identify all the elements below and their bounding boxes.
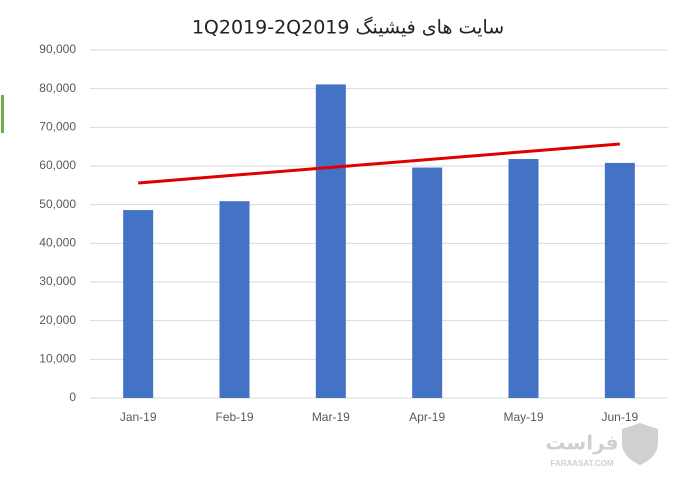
watermark: فراست FARAASAT.COM [545,423,658,468]
y-tick-label: 0 [69,390,76,404]
y-tick-label: 30,000 [39,274,76,288]
watermark-site: FARAASAT.COM [551,459,614,468]
watermark-name: فراست [545,431,618,455]
y-tick-label: 20,000 [39,313,76,327]
y-tick-label: 50,000 [39,197,76,211]
y-tick-label: 60,000 [39,158,76,172]
bar [315,84,346,398]
x-tick-label: Feb-19 [215,410,253,424]
y-tick-label: 10,000 [39,352,76,366]
x-tick-label: Jun-19 [601,410,638,424]
y-tick-label: 40,000 [39,236,76,250]
bar [123,210,154,398]
y-tick-label: 90,000 [39,42,76,56]
bar [508,159,539,398]
y-tick-label: 80,000 [39,81,76,95]
x-tick-label: Jan-19 [120,410,157,424]
watermark-logo [622,423,658,465]
chart-title: 1Q2019-2Q2019 سایت های فیشینگ [192,17,504,39]
x-tick-label: Apr-19 [409,410,445,424]
trendline [138,142,620,185]
side-marker [1,95,4,133]
x-tick-label: Mar-19 [312,410,350,424]
y-tick-label: 70,000 [39,120,76,134]
x-tick-label: May-19 [503,410,543,424]
bar [604,162,635,398]
bar [412,167,443,398]
bar [219,201,250,398]
